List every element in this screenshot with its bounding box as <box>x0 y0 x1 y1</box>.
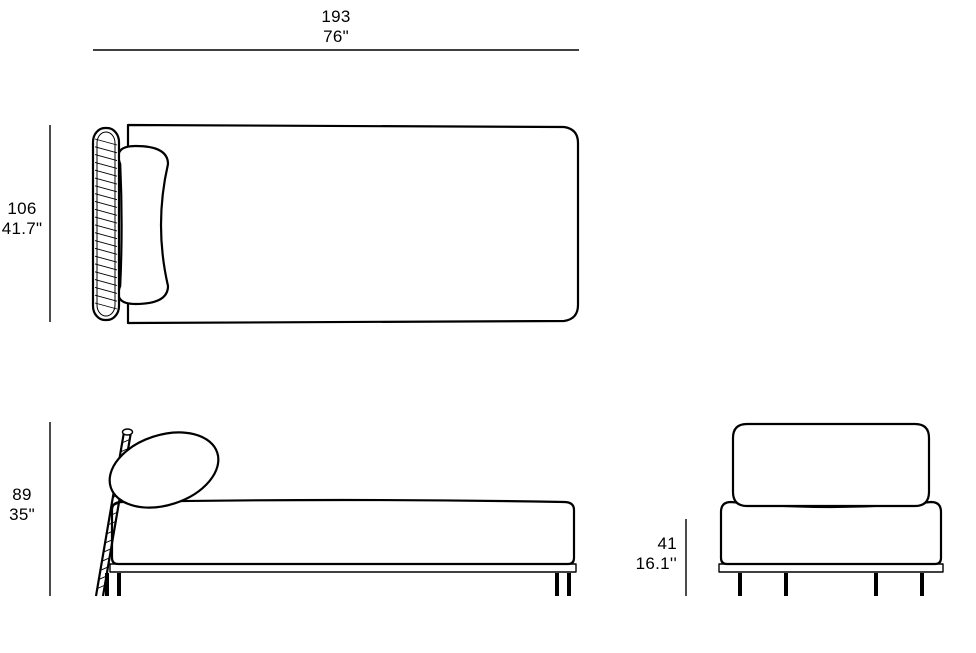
dim-width-cm: 193 <box>321 7 350 26</box>
front-seat-rail <box>719 564 943 572</box>
front-backrest <box>733 424 929 506</box>
side-view <box>96 419 576 596</box>
dim-seat-cm: 41 <box>657 534 677 553</box>
side-seat-cushion <box>112 500 574 564</box>
top-woven-backrest <box>93 128 119 320</box>
dim-depth-in: 41.7" <box>2 219 43 238</box>
dim-depth-cm: 106 <box>7 199 36 218</box>
technical-drawing: 193 76" 106 41.7" 89 35" 41 16.1'' <box>0 0 976 653</box>
dim-height-in: 35" <box>9 505 35 524</box>
top-seat-cushion <box>128 125 578 323</box>
side-legs <box>107 573 569 596</box>
side-seat-rail <box>110 564 576 572</box>
top-back-pillow <box>118 146 168 304</box>
top-view <box>93 125 578 323</box>
front-view <box>719 424 943 596</box>
dim-height-cm: 89 <box>12 485 32 504</box>
front-legs <box>740 573 922 596</box>
dim-width-in: 76" <box>323 27 349 46</box>
dim-seat-in: 16.1'' <box>636 554 677 573</box>
front-seat-cushion <box>721 502 941 564</box>
